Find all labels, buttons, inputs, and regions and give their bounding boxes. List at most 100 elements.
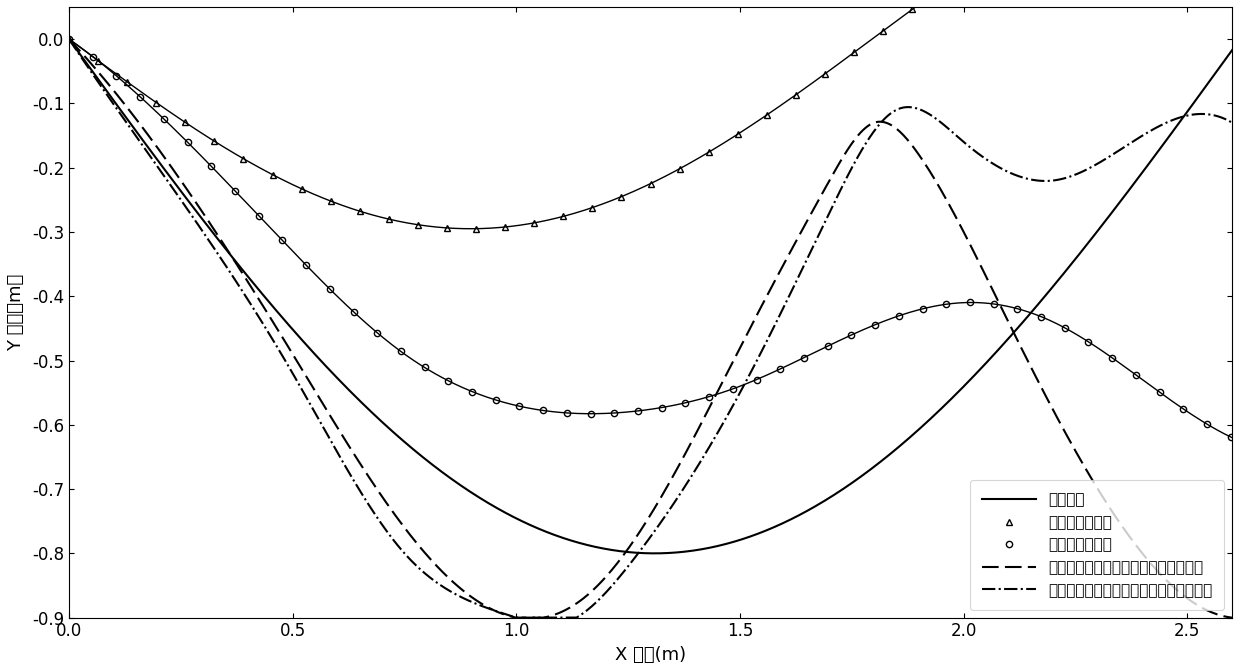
开环无滑转补偿 — [410, 221, 425, 229]
有滑转补偿的自适应快速双幂次滑模控制 — [575, 610, 590, 618]
开环有滑转补偿 — [512, 402, 527, 410]
有滑转补偿的传统快速双幂次滑模控制 — [181, 187, 196, 195]
开环有滑转补偿 — [346, 308, 361, 316]
开环有滑转补偿 — [584, 410, 598, 418]
开环有滑转补偿 — [916, 305, 930, 313]
Line: 有滑转补偿的传统快速双幂次滑模控制: 有滑转补偿的传统快速双幂次滑模控制 — [69, 39, 1232, 617]
有滑转补偿的传统快速双幂次滑模控制 — [991, 297, 1006, 305]
Legend: 目标轨迹, 开环无滑转补偿, 开环有滑转补偿, 有滑转补偿的传统快速双幂次滑模控制, 有滑转补偿的自适应快速双幂次滑模控制: 目标轨迹, 开环无滑转补偿, 开环有滑转补偿, 有滑转补偿的传统快速双幂次滑模控… — [970, 480, 1224, 610]
目标轨迹 — [991, 346, 1006, 354]
X-axis label: X 位置(m): X 位置(m) — [615, 646, 686, 664]
目标轨迹 — [647, 550, 662, 558]
开环有滑转补偿 — [607, 409, 622, 417]
目标轨迹 — [62, 35, 77, 43]
开环有滑转补偿 — [252, 211, 266, 219]
开环无滑转补偿 — [788, 91, 803, 99]
开环有滑转补偿 — [678, 399, 693, 407]
开环有滑转补偿 — [109, 72, 124, 80]
有滑转补偿的传统快速双幂次滑模控制 — [533, 613, 548, 621]
开环无滑转补偿 — [556, 212, 571, 220]
开环有滑转补偿 — [1199, 420, 1214, 428]
目标轨迹 — [970, 368, 985, 376]
有滑转补偿的自适应快速双幂次滑模控制 — [970, 149, 985, 157]
目标轨迹 — [532, 525, 546, 533]
开环有滑转补偿 — [156, 115, 171, 123]
开环有滑转补偿 — [773, 365, 788, 373]
开环无滑转补偿 — [323, 197, 338, 205]
有滑转补偿的传统快速双幂次滑模控制 — [509, 613, 524, 621]
有滑转补偿的传统快速双幂次滑模控制 — [861, 121, 876, 130]
开环有滑转补偿 — [725, 385, 740, 393]
有滑转补偿的传统快速双幂次滑模控制 — [575, 595, 590, 603]
开环有滑转补偿 — [322, 285, 337, 293]
目标轨迹 — [1224, 46, 1239, 54]
开环有滑转补偿 — [891, 312, 906, 320]
开环有滑转补偿 — [654, 403, 669, 411]
Line: 开环有滑转补偿: 开环有滑转补偿 — [66, 36, 1234, 440]
开环无滑转补偿 — [178, 118, 193, 126]
有滑转补偿的自适应快速双幂次滑模控制 — [62, 35, 77, 43]
开环有滑转补偿 — [1152, 388, 1167, 396]
开环无滑转补偿 — [701, 148, 716, 156]
开环有滑转补偿 — [1033, 313, 1048, 321]
开环无滑转补偿 — [235, 155, 250, 163]
开环有滑转补偿 — [535, 407, 550, 415]
开环无滑转补偿 — [846, 48, 861, 56]
开环无滑转补偿 — [818, 70, 833, 78]
开环无滑转补偿 — [730, 130, 745, 138]
开环有滑转补偿 — [228, 187, 243, 195]
开环无滑转补偿 — [62, 35, 77, 43]
目标轨迹 — [574, 539, 589, 548]
开环有滑转补偿 — [465, 388, 479, 396]
开环有滑转补偿 — [418, 364, 432, 372]
开环无滑转补偿 — [120, 78, 135, 86]
开环无滑转补偿 — [149, 99, 164, 107]
Line: 开环无滑转补偿: 开环无滑转补偿 — [66, 0, 1235, 231]
有滑转补偿的自适应快速双幂次滑模控制 — [181, 206, 196, 214]
Y-axis label: Y 位置（m）: Y 位置（m） — [7, 274, 25, 351]
开环有滑转补偿 — [62, 35, 77, 43]
有滑转补偿的传统快速双幂次滑模控制 — [1224, 613, 1239, 621]
有滑转补偿的自适应快速双幂次滑模控制 — [861, 135, 876, 143]
开环有滑转补偿 — [1105, 354, 1120, 362]
开环有滑转补偿 — [488, 396, 503, 404]
Line: 有滑转补偿的自适应快速双幂次滑模控制: 有滑转补偿的自适应快速双幂次滑模控制 — [69, 39, 1232, 617]
开环有滑转补偿 — [1176, 405, 1191, 413]
有滑转补偿的自适应快速双幂次滑模控制 — [1224, 119, 1239, 127]
开环有滑转补偿 — [750, 376, 764, 384]
开环有滑转补偿 — [204, 162, 219, 170]
开环无滑转补偿 — [527, 219, 541, 227]
开环无滑转补偿 — [643, 180, 658, 188]
开环有滑转补偿 — [441, 376, 456, 384]
开环无滑转补偿 — [615, 193, 629, 201]
有滑转补偿的传统快速双幂次滑模控制 — [970, 254, 985, 262]
开环有滑转补偿 — [180, 138, 195, 146]
开环有滑转补偿 — [85, 52, 100, 60]
开环无滑转补偿 — [265, 170, 280, 178]
开环有滑转补偿 — [369, 329, 384, 337]
开环无滑转补偿 — [673, 164, 688, 172]
开环无滑转补偿 — [207, 137, 222, 145]
开环无滑转补偿 — [876, 27, 891, 35]
开环无滑转补偿 — [498, 223, 513, 231]
开环有滑转补偿 — [275, 236, 290, 244]
开环有滑转补偿 — [560, 409, 575, 417]
有滑转补偿的自适应快速双幂次滑模控制 — [533, 613, 548, 621]
开环有滑转补偿 — [963, 299, 978, 307]
开环有滑转补偿 — [631, 407, 646, 415]
目标轨迹 — [861, 467, 876, 475]
开环无滑转补偿 — [760, 111, 774, 119]
有滑转补偿的传统快速双幂次滑模控制 — [62, 35, 77, 43]
目标轨迹 — [181, 196, 196, 204]
开环无滑转补偿 — [90, 56, 105, 64]
开环有滑转补偿 — [1129, 371, 1144, 379]
开环无滑转补偿 — [904, 5, 919, 13]
开环无滑转补偿 — [440, 224, 455, 232]
开环有滑转补偿 — [394, 348, 409, 356]
开环有滑转补偿 — [939, 300, 954, 308]
开环无滑转补偿 — [382, 215, 396, 223]
开环有滑转补偿 — [797, 354, 812, 362]
开环有滑转补偿 — [299, 261, 313, 269]
开环有滑转补偿 — [867, 321, 882, 329]
开环有滑转补偿 — [701, 393, 716, 401]
